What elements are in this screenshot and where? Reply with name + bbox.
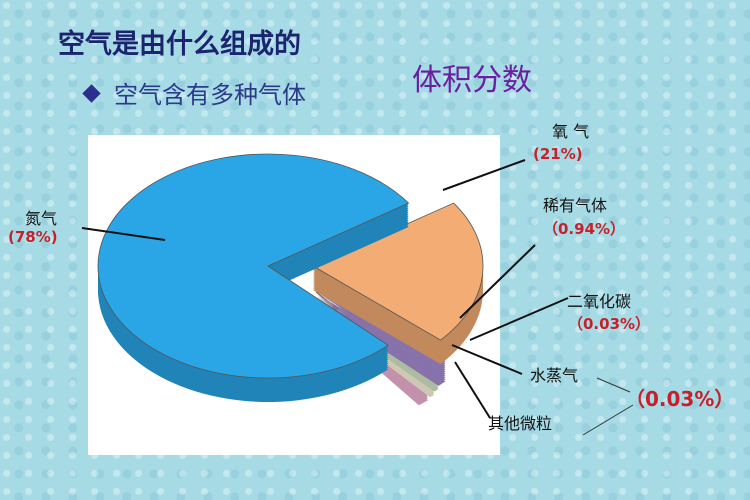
value-rare-gas: （0.94%）: [543, 220, 626, 238]
leader-line-rare-gas: [459, 244, 536, 319]
chart-subtitle: 体积分数: [412, 63, 532, 98]
leader-line-other: [454, 361, 491, 419]
leader-line-oxygen: [442, 159, 526, 191]
value-shared: （0.03%）: [625, 387, 735, 411]
pie-slice-top: [97, 153, 410, 379]
bullet-item: 空气含有多种气体: [82, 75, 306, 110]
label-co2: 二氧化碳: [567, 292, 632, 311]
label-oxygen: 氧 气: [552, 122, 590, 141]
leader-line-nitrogen: [81, 227, 166, 241]
pie-slice-0: [97, 153, 410, 403]
value-oxygen: (21%): [533, 145, 583, 163]
leader-line-water: [451, 344, 523, 375]
leader-line-co2: [469, 297, 569, 341]
bracket-line-lower: [582, 404, 634, 436]
value-nitrogen: (78%): [8, 228, 58, 246]
bracket-line-upper: [596, 377, 631, 393]
leader-lines: [81, 159, 569, 419]
label-other-particles: 其他微粒: [488, 414, 553, 433]
label-water-vapor: 水蒸气: [530, 366, 579, 385]
label-nitrogen: 氮气: [25, 209, 58, 228]
bullet-text: 空气含有多种气体: [114, 81, 306, 109]
slide-title: 空气是由什么组成的: [58, 29, 301, 60]
value-co2: （0.03%）: [568, 315, 651, 333]
pie-slice-top: [312, 202, 484, 341]
pie-slice-1: [312, 202, 484, 365]
label-rare-gas: 稀有气体: [543, 196, 608, 215]
